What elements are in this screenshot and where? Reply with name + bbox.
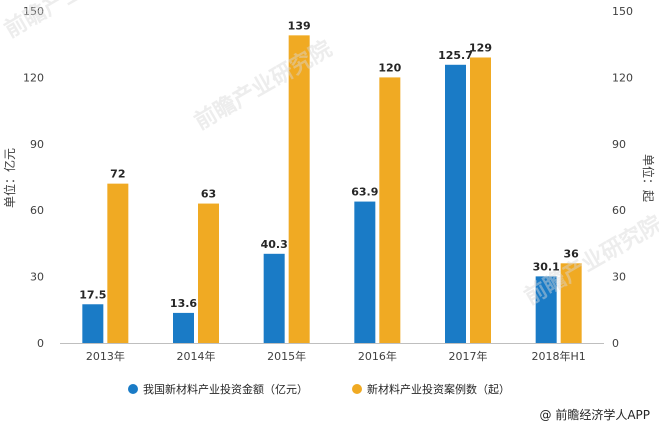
y-tick-right-3: 90 xyxy=(612,138,626,151)
data-label-s0-2: 40.3 xyxy=(261,238,288,251)
x-tick-label-0: 2013年 xyxy=(86,349,125,363)
y-tick-right-5: 150 xyxy=(612,5,633,18)
data-label-s1-2: 139 xyxy=(288,19,311,32)
y-axis-left-title: 单位：亿元 xyxy=(2,148,17,208)
data-label-s0-4: 125.7 xyxy=(438,49,473,62)
bar-s1-0 xyxy=(107,183,129,343)
x-tick-label-3: 2016年 xyxy=(358,349,397,363)
data-label-s1-1: 63 xyxy=(201,188,216,201)
data-label-s1-5: 36 xyxy=(564,247,580,260)
data-label-s0-5: 30.1 xyxy=(533,260,560,273)
legend-label-cases: 新材料产业投资案例数（起） xyxy=(367,382,510,396)
bar-s0-4 xyxy=(445,64,466,343)
y-tick-left-3: 90 xyxy=(30,138,44,151)
bar-s1-1 xyxy=(198,203,219,343)
y-tick-left-5: 150 xyxy=(23,5,44,18)
legend: 我国新材料产业投资金额（亿元） 新材料产业投资案例数（起） xyxy=(128,382,510,396)
bar-s0-5 xyxy=(535,276,557,343)
bar-s0-3 xyxy=(354,201,376,343)
y-tick-right-1: 30 xyxy=(612,271,626,284)
data-label-s1-4: 129 xyxy=(469,41,492,54)
bar-s1-3 xyxy=(379,77,401,344)
bar-s0-1 xyxy=(173,312,194,343)
data-label-s0-3: 63.9 xyxy=(351,186,378,199)
y-tick-right-2: 60 xyxy=(612,204,626,217)
y-tick-left-1: 30 xyxy=(30,271,44,284)
data-label-s0-0: 17.5 xyxy=(79,288,106,301)
x-tick-label-4: 2017年 xyxy=(449,349,488,363)
x-tick-label-5: 2018年H1 xyxy=(532,349,586,363)
data-label-s1-0: 72 xyxy=(110,168,125,181)
watermark-text-1: 前瞻产业研究院 xyxy=(190,36,336,136)
y-tick-right-4: 120 xyxy=(612,71,633,84)
bar-s1-4 xyxy=(470,57,491,343)
y-tick-left-4: 120 xyxy=(23,71,44,84)
y-tick-right-0: 0 xyxy=(612,337,619,350)
x-tick-label-1: 2014年 xyxy=(177,349,216,363)
legend-label-amount: 我国新材料产业投资金额（亿元） xyxy=(143,382,308,396)
y-axis-right-title: 单位：起 xyxy=(641,154,656,202)
bar-s0-2 xyxy=(263,253,285,343)
y-tick-left-2: 60 xyxy=(30,204,44,217)
legend-marker-amount xyxy=(128,384,138,394)
legend-marker-cases xyxy=(352,384,362,394)
source-credit: @ 前瞻经济学人APP xyxy=(540,407,651,422)
data-label-s0-1: 13.6 xyxy=(170,297,197,310)
x-tick-label-2: 2015年 xyxy=(267,349,306,363)
data-label-s1-3: 120 xyxy=(378,61,401,74)
bar-s1-2 xyxy=(288,35,310,343)
watermark-text-0: 前瞻产业研究院 xyxy=(0,0,146,43)
plot-area: 0 0 30 30 60 60 90 90 120 120 150 150 2013年 17.5 72 201… xyxy=(0,0,659,363)
y-tick-left-0: 0 xyxy=(37,337,44,350)
bar-s0-0 xyxy=(82,304,104,343)
bar-s1-5 xyxy=(560,263,582,343)
